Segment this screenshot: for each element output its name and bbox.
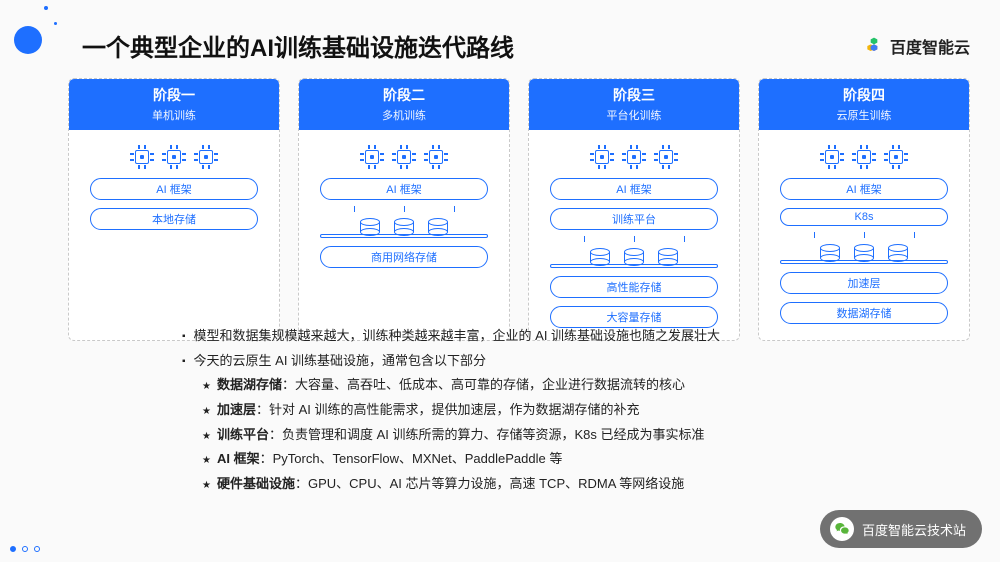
- cylinder-icon: [854, 244, 874, 262]
- layer-pill: AI 框架: [550, 178, 717, 200]
- brand-text: 百度智能云: [890, 34, 970, 58]
- bullet-star: 训练平台：负责管理和调度 AI 训练所需的算力、存储等资源，K8s 已经成为事实…: [182, 423, 960, 448]
- pager-dot[interactable]: [10, 546, 16, 552]
- watermark-badge: 百度智能云技术站: [820, 510, 982, 548]
- corner-decoration: [0, 0, 60, 60]
- layer-pill: 加速层: [780, 272, 947, 294]
- layer-pill: 商用网络存储: [320, 246, 487, 268]
- bullet-main: 今天的云原生 AI 训练基础设施，通常包含以下部分: [182, 349, 960, 374]
- bullet-star: 硬件基础设施：GPU、CPU、AI 芯片等算力设施，高速 TCP、RDMA 等网…: [182, 472, 960, 497]
- wechat-icon: [830, 517, 854, 541]
- connector-lines: [550, 236, 717, 242]
- watermark-text: 百度智能云技术站: [862, 520, 966, 539]
- stage-body: AI 框架本地存储: [69, 130, 279, 340]
- bullets-section: 模型和数据集规模越来越大，训练种类越来越丰富，企业的 AI 训练基础设施也随之发…: [182, 324, 960, 497]
- chip-icon: [131, 146, 153, 168]
- stage-subtitle: 平台化训练: [529, 107, 739, 123]
- connector-lines: [780, 232, 947, 238]
- bullet-star: 数据湖存储：大容量、高吞吐、低成本、高可靠的存储，企业进行数据流转的核心: [182, 373, 960, 398]
- cylinders-row: [820, 244, 908, 262]
- chip-icon: [655, 146, 677, 168]
- layer-pill: 数据湖存储: [780, 302, 947, 324]
- pager-dot[interactable]: [34, 546, 40, 552]
- connector-lines: [320, 206, 487, 212]
- cylinder-icon: [658, 248, 678, 266]
- chip-icon: [591, 146, 613, 168]
- cylinder-icon: [360, 218, 380, 236]
- page-title: 一个典型企业的AI训练基础设施迭代路线: [82, 28, 514, 63]
- layer-pill: AI 框架: [320, 178, 487, 200]
- bullet-star: AI 框架：PyTorch、TensorFlow、MXNet、PaddlePad…: [182, 447, 960, 472]
- cylinder-icon: [590, 248, 610, 266]
- stage-title: 阶段三: [529, 85, 739, 105]
- stages-row: 阶段一单机训练AI 框架本地存储阶段二多机训练AI 框架商用网络存储阶段三平台化…: [68, 78, 970, 341]
- layer-pill: K8s: [780, 208, 947, 226]
- header: 一个典型企业的AI训练基础设施迭代路线 百度智能云: [82, 28, 970, 63]
- layer-pill: AI 框架: [90, 178, 257, 200]
- chip-icon: [393, 146, 415, 168]
- stage-card: 阶段一单机训练AI 框架本地存储: [68, 78, 280, 341]
- cylinder-icon: [394, 218, 414, 236]
- chip-icon: [821, 146, 843, 168]
- cylinders-row: [360, 218, 448, 236]
- bullet-star: 加速层：针对 AI 训练的高性能需求，提供加速层，作为数据湖存储的补充: [182, 398, 960, 423]
- brand-logo: 百度智能云: [864, 34, 970, 58]
- cylinder-icon: [428, 218, 448, 236]
- chip-icon: [361, 146, 383, 168]
- chips-row: [361, 146, 447, 168]
- chips-row: [591, 146, 677, 168]
- chips-row: [821, 146, 907, 168]
- stage-head: 阶段二多机训练: [299, 79, 509, 130]
- chip-icon: [853, 146, 875, 168]
- chip-icon: [163, 146, 185, 168]
- stage-head: 阶段四云原生训练: [759, 79, 969, 130]
- stage-card: 阶段二多机训练AI 框架商用网络存储: [298, 78, 510, 341]
- stage-subtitle: 多机训练: [299, 107, 509, 123]
- layer-pill: 训练平台: [550, 208, 717, 230]
- stage-card: 阶段四云原生训练 AI 框架 K8s 加速层数据湖存储: [758, 78, 970, 341]
- chip-icon: [425, 146, 447, 168]
- pager-dot[interactable]: [22, 546, 28, 552]
- stage-subtitle: 云原生训练: [759, 107, 969, 123]
- chips-row: [131, 146, 217, 168]
- pager-dots: [10, 546, 40, 552]
- chip-icon: [195, 146, 217, 168]
- chip-icon: [885, 146, 907, 168]
- bullet-main: 模型和数据集规模越来越大，训练种类越来越丰富，企业的 AI 训练基础设施也随之发…: [182, 324, 960, 349]
- chip-icon: [623, 146, 645, 168]
- stage-body: AI 框架 K8s 加速层数据湖存储: [759, 130, 969, 340]
- stage-body: AI 框架商用网络存储: [299, 130, 509, 340]
- cylinder-icon: [820, 244, 840, 262]
- cylinder-icon: [888, 244, 908, 262]
- stage-body: AI 框架训练平台高性能存储大容量存储: [529, 130, 739, 340]
- layer-pill: 本地存储: [90, 208, 257, 230]
- stage-title: 阶段一: [69, 85, 279, 105]
- cylinders-row: [590, 248, 678, 266]
- stage-subtitle: 单机训练: [69, 107, 279, 123]
- cylinder-icon: [624, 248, 644, 266]
- stage-title: 阶段二: [299, 85, 509, 105]
- layer-pill: AI 框架: [780, 178, 947, 200]
- layer-pill: 高性能存储: [550, 276, 717, 298]
- stage-head: 阶段一单机训练: [69, 79, 279, 130]
- stage-title: 阶段四: [759, 85, 969, 105]
- stage-card: 阶段三平台化训练AI 框架训练平台高性能存储大容量存储: [528, 78, 740, 341]
- stage-head: 阶段三平台化训练: [529, 79, 739, 130]
